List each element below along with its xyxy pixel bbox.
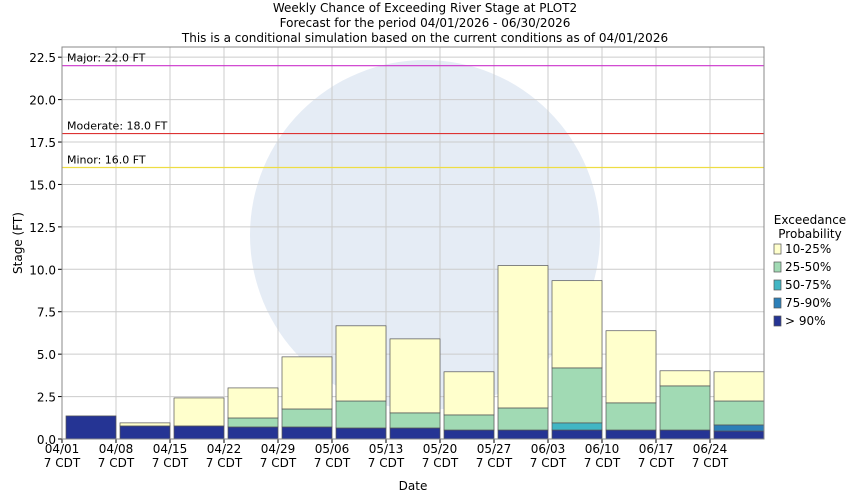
bar-segment [605, 429, 657, 440]
bar-segment [551, 429, 603, 440]
bar-segment [659, 429, 711, 440]
x-tick-label: 05/06 7 CDT [314, 442, 351, 470]
bar-segment [659, 370, 711, 387]
x-tick-label: 04/08 7 CDT [98, 442, 135, 470]
bar-segment [227, 387, 279, 419]
y-tick-label: 5.0 [37, 348, 56, 362]
bar-segment [119, 425, 171, 440]
bar-segment [713, 400, 765, 426]
legend-label: 75-90% [785, 296, 831, 310]
legend-label: 50-75% [785, 278, 831, 292]
x-tick-label: 06/03 7 CDT [530, 442, 567, 470]
y-tick-label: 10.0 [29, 263, 56, 277]
bar-segment [389, 427, 441, 440]
legend-label: 10-25% [785, 242, 831, 256]
x-tick-label: 05/27 7 CDT [476, 442, 513, 470]
bar-segment [119, 422, 171, 427]
x-tick-label: 04/22 7 CDT [206, 442, 243, 470]
bar-segment [281, 356, 333, 410]
x-tick-label: 06/17 7 CDT [638, 442, 675, 470]
x-tick-label: 04/15 7 CDT [152, 442, 189, 470]
y-tick-label: 20.0 [29, 94, 56, 108]
y-tick-label: 22.5 [29, 51, 56, 65]
x-tick-label: 04/01 7 CDT [44, 442, 81, 470]
bar-segment [281, 426, 333, 440]
threshold-label: Moderate: 18.0 FT [67, 120, 168, 133]
y-tick-label: 15.0 [29, 178, 56, 192]
legend-title: Exceedance [774, 213, 846, 227]
bar-segment [551, 280, 603, 369]
legend-swatch [773, 315, 782, 327]
chart-title: This is a conditional simulation based o… [181, 31, 668, 45]
x-tick-label: 05/20 7 CDT [422, 442, 459, 470]
y-tick-label: 2.5 [37, 391, 56, 405]
bar-segment [65, 415, 117, 440]
bar-segment [443, 371, 495, 416]
plot-frame [61, 46, 765, 440]
legend-swatch [773, 297, 782, 309]
bar-segment [389, 338, 441, 414]
bar-segment [335, 427, 387, 440]
x-tick-label: 06/24 7 CDT [692, 442, 729, 470]
legend-label: 25-50% [785, 260, 831, 274]
x-axis-label: Date [399, 479, 428, 493]
x-tick-label: 05/13 7 CDT [368, 442, 405, 470]
y-tick-label: 17.5 [29, 136, 56, 150]
bar-segment [551, 367, 603, 424]
bar-segment [335, 325, 387, 402]
y-tick-label: 7.5 [37, 306, 56, 320]
bar-segment [173, 425, 225, 440]
bar-segment [281, 408, 333, 428]
x-tick-label: 06/10 7 CDT [584, 442, 621, 470]
legend-label: > 90% [785, 314, 826, 328]
bar-segment [497, 407, 549, 431]
legend-swatch [773, 243, 782, 255]
bar-segment [227, 417, 279, 428]
legend-swatch [773, 279, 782, 291]
bar-segment [173, 397, 225, 427]
x-tick-label: 04/29 7 CDT [260, 442, 297, 470]
bar-segment [605, 330, 657, 404]
legend-swatch [773, 261, 782, 273]
bar-segment [389, 412, 441, 429]
bar-segment [713, 424, 765, 432]
threshold-label: Minor: 16.0 FT [67, 153, 146, 166]
bar-segment [443, 414, 495, 431]
bar-segment [443, 429, 495, 440]
y-tick-label: 12.5 [29, 221, 56, 235]
chart-title: Forecast for the period 04/01/2026 - 06/… [280, 16, 571, 30]
bar-segment [551, 422, 603, 431]
y-tick-label: 0.0 [37, 433, 56, 447]
bar-segment [605, 402, 657, 431]
bar-segment [713, 430, 765, 440]
bar-segment [713, 371, 765, 402]
chart-title: Weekly Chance of Exceeding River Stage a… [273, 1, 577, 15]
y-axis-label: Stage (FT) [11, 212, 25, 274]
threshold-label: Major: 22.0 FT [67, 52, 146, 65]
bar-segment [497, 265, 549, 409]
bar-segment [497, 429, 549, 440]
bar-segment [659, 385, 711, 431]
legend-title: Probability [778, 227, 841, 241]
bar-segment [227, 426, 279, 440]
bar-segment [335, 400, 387, 429]
